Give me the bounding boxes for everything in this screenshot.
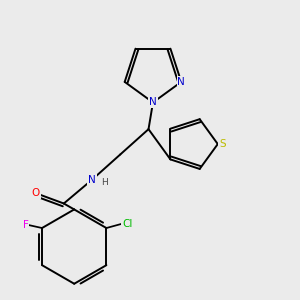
Text: Cl: Cl [122, 219, 132, 229]
Text: S: S [219, 139, 226, 149]
Text: F: F [23, 220, 28, 230]
Text: N: N [88, 175, 96, 185]
Text: N: N [177, 77, 185, 87]
Text: N: N [149, 98, 157, 107]
Text: O: O [32, 188, 40, 198]
Text: H: H [101, 178, 108, 187]
